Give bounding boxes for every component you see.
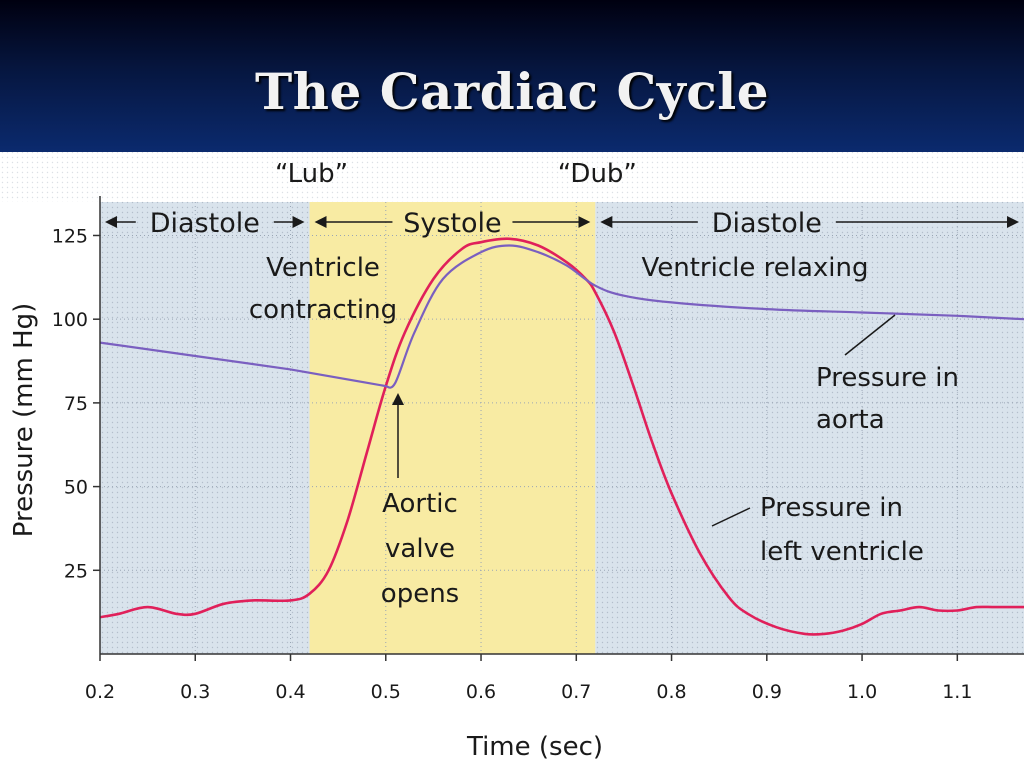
annotation-pressure-in-aorta: Pressure in aorta — [816, 363, 959, 435]
y-tick-label: 25 — [64, 560, 88, 582]
x-tick-label: 1.1 — [942, 681, 972, 703]
annotation-aortic-valve-opens: Aortic valve opens — [381, 489, 459, 609]
slide-header: The Cardiac Cycle — [0, 0, 1024, 152]
y-tick-label: 100 — [52, 309, 88, 331]
heart-sound-label-1: “Dub” — [558, 159, 637, 189]
x-axis-title: Time (sec) — [466, 732, 603, 762]
x-tick-label: 0.6 — [466, 681, 496, 703]
x-tick-label: 0.8 — [656, 681, 686, 703]
annotation-ventricle-contracting: Ventricle contracting — [249, 253, 397, 325]
phase-label: Diastole — [712, 208, 822, 239]
annotation-ventricle-relaxing: Ventricle relaxing — [642, 253, 869, 283]
annotation-aortic-valve-opens-line: opens — [381, 579, 459, 609]
y-tick-label: 125 — [52, 225, 88, 247]
annotation-pressure-in-aorta-line: aorta — [816, 405, 885, 435]
phase-label-group-1: Systole — [314, 208, 591, 239]
annotation-ventricle-relaxing-line: Ventricle relaxing — [642, 253, 869, 283]
phase-band-1 — [309, 202, 596, 654]
annotation-ventricle-contracting-line: Ventricle — [266, 253, 380, 283]
annotation-ventricle-contracting-line: contracting — [249, 295, 397, 325]
phase-label: Systole — [403, 208, 501, 239]
leader-line-ventricle — [711, 507, 751, 527]
y-tick-label: 75 — [64, 393, 88, 415]
annotation-pressure-in-aorta-line: Pressure in — [816, 363, 959, 393]
cardiac-cycle-chart: “Lub” “Dub” Diastole Systole Diastole 0.2 0.3… — [0, 152, 1024, 762]
series-line-aorta — [99, 244, 1024, 389]
x-tick-label: 0.9 — [752, 681, 782, 703]
annotation-aortic-valve-opens-line: Aortic — [382, 489, 458, 519]
x-tick-label: 0.4 — [275, 681, 305, 703]
y-tick-label: 50 — [64, 477, 88, 499]
x-tick-label: 0.2 — [85, 681, 115, 703]
x-tick-label: 0.3 — [180, 681, 210, 703]
heart-sound-label-0: “Lub” — [275, 159, 348, 189]
annotation-pressure-in-left-ventricle: Pressure in left ventricle — [760, 493, 924, 567]
phase-band-texture-2 — [595, 202, 1024, 654]
phase-label: Diastole — [150, 208, 260, 239]
x-tick-label: 0.7 — [561, 681, 591, 703]
annotation-pressure-in-left-ventricle-line: Pressure in — [760, 493, 903, 523]
phase-band-texture-0 — [100, 202, 310, 654]
phase-label-group-2: Diastole — [600, 208, 1019, 239]
x-tick-label: 1.0 — [847, 681, 877, 703]
annotation-pressure-in-left-ventricle-line: left ventricle — [760, 537, 924, 567]
y-axis-title: Pressure (mm Hg) — [9, 303, 39, 538]
leader-line-aorta — [844, 314, 896, 356]
top-strip — [0, 152, 1024, 202]
phase-label-group-0: Diastole — [105, 208, 305, 239]
annotation-aortic-valve-opens-line: valve — [385, 534, 455, 564]
slide-title: The Cardiac Cycle — [254, 62, 770, 121]
x-tick-label: 0.5 — [371, 681, 401, 703]
